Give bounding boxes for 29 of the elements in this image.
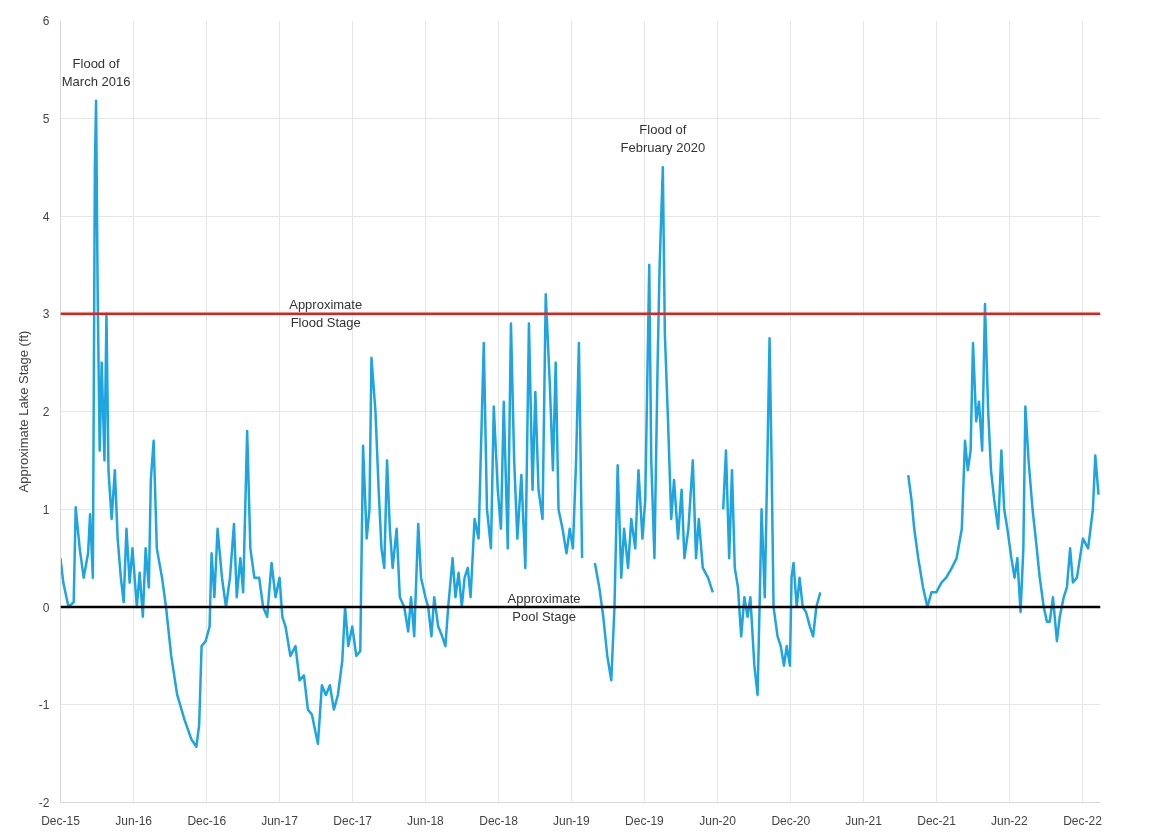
x-tick-label: Dec-17 xyxy=(333,813,373,828)
x-tick-label: Dec-20 xyxy=(771,813,811,828)
x-tick-label: Dec-16 xyxy=(187,813,227,828)
y-tick-label: 4 xyxy=(42,209,50,224)
x-tick-label: Jun-18 xyxy=(407,813,445,828)
x-tick-label: Jun-16 xyxy=(115,813,153,828)
y-tick-label: 0 xyxy=(42,600,50,615)
ref-line-label: Approximate Pool Stage xyxy=(507,590,581,624)
y-tick-label: 5 xyxy=(42,111,50,126)
annotation: Flood of February 2020 xyxy=(620,122,706,156)
x-tick-label: Jun-19 xyxy=(552,813,590,828)
y-tick-label: 3 xyxy=(42,307,50,322)
y-tick-label: 1 xyxy=(42,502,50,517)
y-tick-label: 6 xyxy=(42,14,50,28)
x-tick-label: Dec-22 xyxy=(1063,813,1103,828)
x-tick-label: Dec-21 xyxy=(917,813,957,828)
y-axis-title: Approximate Lake Stage (ft) xyxy=(15,330,31,493)
y-tick-label: -2 xyxy=(38,796,50,810)
x-tick-label: Jun-17 xyxy=(261,813,299,828)
y-tick-label: -1 xyxy=(38,698,50,713)
x-tick-label: Dec-18 xyxy=(479,813,519,828)
x-tick-label: Jun-21 xyxy=(845,813,883,828)
x-tick-label: Dec-19 xyxy=(625,813,665,828)
x-tick-label: Dec-15 xyxy=(41,813,81,828)
x-tick-label: Jun-20 xyxy=(699,813,737,828)
ref-line-label: Approximate Flood Stage xyxy=(289,297,363,331)
y-tick-label: 2 xyxy=(42,405,50,419)
annotation: Flood of March 2016 xyxy=(61,55,131,89)
x-tick-label: Jun-22 xyxy=(991,813,1029,828)
